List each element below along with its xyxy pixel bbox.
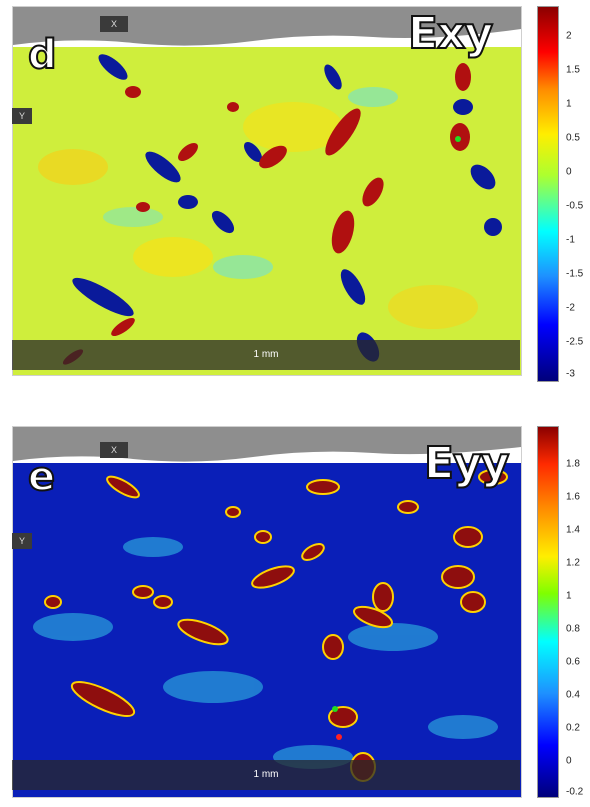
y-axis-chip: Y — [12, 108, 32, 124]
x-axis-chip: X — [100, 442, 128, 458]
scale-bar: 1 mm — [12, 340, 520, 370]
colorbar-tick: 1.6 — [566, 491, 580, 503]
colorbar-tick: -3 — [566, 368, 575, 380]
colorbar-tick: 1.2 — [566, 557, 580, 569]
field-label: Eyy — [423, 437, 510, 490]
colorbar-tick: -1 — [566, 234, 575, 246]
colorbar-tick: 0.8 — [566, 623, 580, 635]
colorbar-tick: -2.5 — [566, 336, 584, 348]
colorbar-tick: 1.5 — [566, 64, 580, 76]
panel-d: X Y d Exy 1 mm 2 1.5 1 0.5 0 -0.5 -1 -1.… — [0, 0, 590, 395]
colorbar-tick: 1 — [566, 98, 572, 110]
panel-e: X Y e Eyy 1 mm 1.8 1.6 1.4 1.2 1 0.8 0.6… — [0, 420, 590, 807]
colorbar-tick: -1.5 — [566, 268, 584, 280]
colorbar — [537, 6, 559, 382]
colorbar-tick: 2 — [566, 30, 572, 42]
colorbar-tick: 0.5 — [566, 132, 580, 144]
panel-letter: e — [27, 453, 56, 501]
colorbar-tick: 1.8 — [566, 458, 580, 470]
y-axis-chip: Y — [12, 533, 32, 549]
colorbar-tick: 1.4 — [566, 524, 580, 536]
colorbar-tick: -0.5 — [566, 200, 584, 212]
panel-letter: d — [27, 31, 58, 79]
colorbar-tick: 1 — [566, 590, 572, 602]
x-axis-chip: X — [100, 16, 128, 32]
exy-strain-map — [12, 6, 522, 376]
colorbar-tick: -2 — [566, 302, 575, 314]
colorbar-tick: 0.2 — [566, 722, 580, 734]
colorbar-tick: 0 — [566, 166, 572, 178]
exy-field-image — [13, 7, 521, 375]
field-label: Exy — [407, 7, 494, 60]
colorbar — [537, 426, 559, 798]
colorbar-tick: 0 — [566, 755, 572, 767]
eyy-field-image — [13, 427, 521, 797]
colorbar-tick: 0.4 — [566, 689, 580, 701]
colorbar-tick: -0.2 — [566, 786, 584, 798]
colorbar-tick: 0.6 — [566, 656, 580, 668]
scale-bar: 1 mm — [12, 760, 520, 790]
eyy-strain-map — [12, 426, 522, 798]
